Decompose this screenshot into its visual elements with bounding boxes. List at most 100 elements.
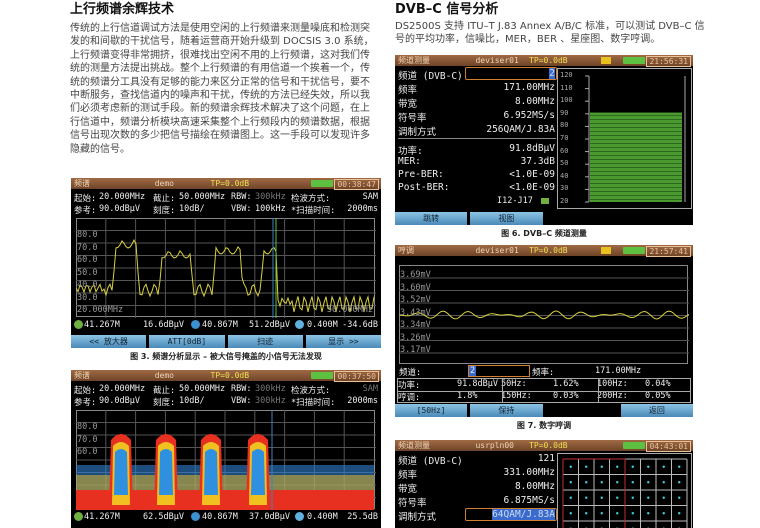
constellation-point: [678, 465, 681, 468]
persistence-channel: [204, 449, 218, 495]
y-tick-label: 60: [560, 146, 569, 155]
tp-label: TP=0.0dB: [210, 179, 250, 188]
meas-label: Pre-BER:: [398, 169, 444, 180]
freq-value: 171.00MHz: [595, 366, 642, 376]
constellation-screen: 频道测量 usrpln00 TP=0.0dB 04:43:01 频道 (DVB-C) 12…: [395, 440, 693, 528]
spectrum-screen: 频谱 demo TP=0.0dB 00:38:47 起始: 20.000MHz 截止: 50.…: [71, 178, 381, 348]
clock: 00:37:50: [334, 370, 379, 382]
param-input-box[interactable]: [465, 508, 557, 521]
constellation-point: [631, 496, 634, 499]
info-field: 刻度:: [153, 206, 176, 216]
hum-screen: 哼调 deviser01 TP=0.0dB 21:57:41 3.69mV 3.60mV 3…: [395, 245, 693, 417]
marker-a-freq: 41.267M: [84, 320, 120, 330]
y-tick-label: 80: [560, 121, 569, 130]
meas-value: 37.3dB: [520, 156, 555, 167]
marker-b-level: 37.0dBμV: [249, 512, 290, 522]
param-label: 调制方式: [398, 127, 437, 138]
y-tick-label: 30: [560, 184, 569, 193]
clock: 00:38:47: [334, 178, 379, 190]
left-title: 上行频谱余辉技术: [70, 2, 175, 17]
y-axis-label: 3.60mV: [400, 282, 431, 293]
softkey-button[interactable]: 跳转: [395, 212, 468, 225]
delta-marker-icon: [295, 320, 304, 329]
paragraph-line: 们必须考虑新的测试手段。新的频谱余辉技术解决了这个问题，在上: [70, 103, 370, 115]
y-tick-label: 120: [560, 71, 573, 79]
status-header: 频道测量 usrpln00 TP=0.0dB 04:43:01: [395, 440, 693, 452]
softkey-button: [545, 404, 618, 417]
y-axis-label: 3.26mV: [400, 332, 431, 343]
constellation-point: [647, 465, 650, 468]
right-title: DVB–C 信号分析: [395, 2, 499, 17]
spectrum-trace: [76, 238, 375, 313]
status-header: 频道测量 deviser01 TP=0.0dB 21:56:31: [395, 55, 693, 67]
channel-input[interactable]: 2: [468, 365, 530, 377]
y-tick-label: 20: [560, 197, 569, 205]
persistence-channel: [114, 449, 128, 495]
constellation-plot: [557, 453, 692, 528]
marker-b-icon: [191, 320, 200, 329]
tp-label: TP=0.0dB: [529, 246, 568, 255]
param-label: 频道 (DVB-C): [398, 456, 463, 467]
y-axis-label: 70.0: [77, 434, 98, 445]
info-field: *扫描时间:: [291, 398, 336, 408]
softkey-bar: << 放大器 ATT[0dB] 扫迹 显示 >>: [71, 335, 381, 348]
battery-icon: [623, 442, 645, 449]
info-field: 10dB/: [179, 396, 205, 406]
spectrum-plot: [76, 218, 376, 318]
info-field: 起始:: [74, 386, 97, 396]
user-label: demo: [154, 371, 174, 380]
constellation-point: [616, 512, 619, 515]
softkey-button[interactable]: [50Hz]: [395, 404, 468, 417]
softkey-button[interactable]: ATT[0dB]: [149, 335, 225, 348]
marker-a-icon: [74, 512, 83, 521]
y-axis-label: 40.0: [77, 280, 98, 290]
constellation-point: [569, 465, 572, 468]
info-field: 90.0dBμV: [99, 204, 140, 214]
param-value: 8.00MHz: [514, 96, 555, 107]
param-value: 8.00MHz: [514, 481, 555, 492]
constellation-point: [600, 512, 603, 515]
softkey-button[interactable]: 返回: [620, 404, 693, 417]
param-label: 频率: [398, 85, 418, 96]
softkey-button[interactable]: 保持: [470, 404, 543, 417]
constellation-point: [631, 512, 634, 515]
param-value: 6.952MS/s: [503, 110, 555, 121]
softkey-button[interactable]: 显示 >>: [305, 335, 381, 348]
param-label: 带宽: [398, 99, 418, 110]
spectrum-plot: [76, 410, 376, 510]
paragraph-line: 上行频谱变得非常拥挤，很难找出空闲不用的上行频谱，这对我们传: [70, 49, 370, 61]
paragraph-line: 统的频谱分工具没有足够的能力来区分正常的信号和干扰信号，要不: [70, 76, 370, 88]
param-value: 2: [549, 68, 555, 79]
paragraph-line: 行信道中，频谱分析模块高速采集整个上行频段内的频谱数据，根据: [70, 116, 370, 128]
info-field: 检波方式:: [291, 194, 331, 204]
param-value: 6.875MS/s: [503, 495, 555, 506]
y-axis-label: 3.34mV: [400, 320, 431, 330]
y-axis-label: 70.0: [77, 242, 98, 253]
softkey-button[interactable]: 视图: [470, 212, 543, 225]
info-field: 300kHz: [255, 192, 286, 202]
constellation-point: [662, 465, 665, 468]
delta-marker-freq: 0.400M: [307, 512, 338, 522]
softkey-button[interactable]: 扫迹: [227, 335, 303, 348]
constellation-point: [678, 481, 681, 484]
constellation-point: [616, 481, 619, 484]
constellation-point: [569, 496, 572, 499]
info-field: 300kHz: [255, 396, 286, 406]
delta-marker-icon: [295, 512, 304, 521]
lock-status: I12-J17: [497, 196, 533, 206]
info-field: SAM: [362, 384, 378, 394]
meas-value: <1.0E-09: [509, 169, 555, 180]
param-input-box[interactable]: [465, 67, 557, 80]
marker-b-freq: 40.867M: [202, 320, 238, 330]
constellation-point: [647, 496, 650, 499]
paragraph-line: 发的和间歇的干扰信号，随着运营商开始升级到 DOCSIS 3.0 系统，: [70, 36, 374, 48]
constellation-point: [569, 481, 572, 484]
info-field: 2000ms: [347, 396, 378, 406]
user-label: demo: [154, 179, 174, 188]
figure-3-caption: 图 3. 频谱分析显示 – 被大信号掩盖的小信号无法发现: [130, 352, 322, 361]
tp-label: TP=0.0dB: [529, 56, 568, 65]
softkey-button[interactable]: << 放大器: [71, 335, 147, 348]
y-axis-label: 30.0: [77, 292, 98, 303]
figure-7-caption: 图 7. 数字哼调: [516, 421, 572, 430]
y-tick-label: 100: [560, 96, 573, 105]
